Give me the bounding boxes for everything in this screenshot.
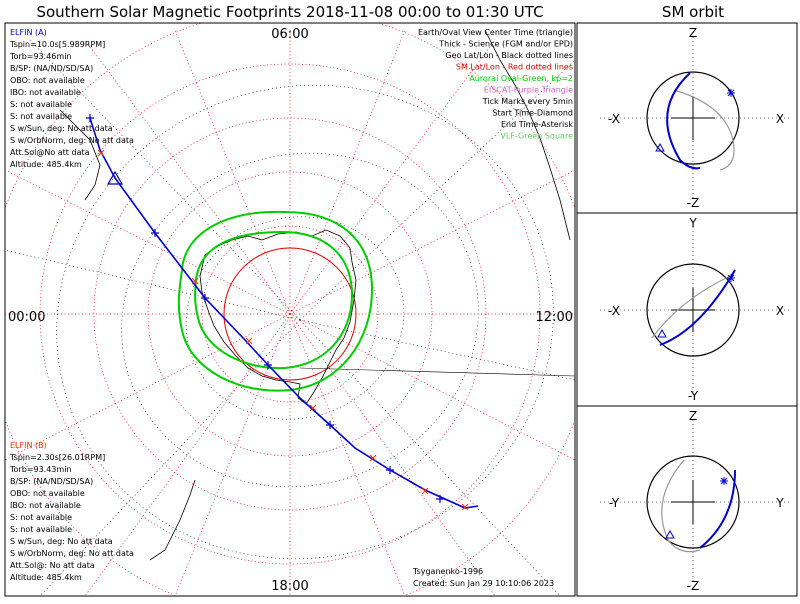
orbit-axis-label: Z xyxy=(689,409,697,423)
legend-entry: Earth/Oval View Center Time (triangle) xyxy=(418,28,573,37)
info-line: Att.Sol@: No att data xyxy=(10,561,95,570)
orbit-blue-track xyxy=(699,469,736,549)
orbit-gray-track xyxy=(673,89,735,171)
orbit-blue-track xyxy=(659,269,736,346)
start-triangle xyxy=(106,170,124,185)
info-line: Altitude: 485.4km xyxy=(10,160,82,169)
orbit-panel: Z -Z -X X xyxy=(576,22,798,214)
legend-entry: Start Time-Diamond xyxy=(492,109,573,118)
legend-entry: Geo Lat/Lon - Black dotted lines xyxy=(445,51,573,60)
orbit-end-asterisk xyxy=(727,89,735,97)
elfin-tick-marks xyxy=(86,114,444,503)
orbit-axis-label: -Z xyxy=(687,579,700,593)
info-line: S w/Sun, deg: No att data xyxy=(10,537,113,546)
orbit-start-triangle xyxy=(665,529,675,539)
orbit-panel: Y -Y -X X xyxy=(576,212,798,407)
legend-entry: Thick - Science (FGM and/or EPD) xyxy=(438,40,573,49)
sm-grid xyxy=(5,23,575,596)
orbit-blue-track xyxy=(666,72,701,170)
info-line: Altitude: 485.4km xyxy=(10,573,82,582)
info-line: S: not available xyxy=(10,525,72,534)
info-line: S w/Sun, deg: No att data xyxy=(10,124,113,133)
orbit-axis-label: Y xyxy=(775,496,784,510)
orbit-axis-label: -Y xyxy=(688,389,699,403)
info-line: Att.Sol@No att data xyxy=(10,148,90,157)
info-line: S w/OrbNorm, deg: No att data xyxy=(10,549,134,558)
info-line: Tspin=2.30s[26.01RPM] xyxy=(9,453,105,462)
red-tick-marks xyxy=(97,149,469,511)
info-line: Torb=93.43min xyxy=(9,465,71,474)
legend: Earth/Oval View Center Time (triangle) Th… xyxy=(418,28,573,141)
elfin-a-info: ELFIN (A) Tspin=10.0s[5.989RPM] Torb=93.46… xyxy=(9,28,134,169)
polar-map xyxy=(5,23,575,596)
orbit-end-asterisk xyxy=(727,274,735,282)
elfin-b-info: ELFIN (B) Tspin=2.30s[26.01RPM] Torb=93.43… xyxy=(9,441,134,582)
geo-grid xyxy=(5,39,575,596)
legend-entry: End Time-Asterisk xyxy=(501,120,573,129)
info-line: S w/OrbNorm, deg: No att data xyxy=(10,136,134,145)
africa-coast xyxy=(59,109,101,201)
spacecraft-name: ELFIN (B) xyxy=(10,441,47,450)
orbit-axis-label: X xyxy=(776,112,784,126)
clock-label-top: 06:00 xyxy=(271,27,308,42)
clock-label-right: 12:00 xyxy=(536,310,573,325)
orbit-axis-label: -Z xyxy=(687,196,700,210)
info-line: S: not available xyxy=(10,112,72,121)
elfin-track xyxy=(89,117,479,509)
info-line: S: not available xyxy=(10,513,72,522)
legend-entry: Tick Marks every 5min xyxy=(482,97,573,106)
info-line: Tspin=10.0s[5.989RPM] xyxy=(9,40,105,49)
legend-entry: Auroral Oval-Green, kp=2 xyxy=(469,74,573,83)
orbit-gray-track xyxy=(661,459,701,553)
orbit-axis-label: Y xyxy=(688,216,697,230)
legend-entry: SM Lat/Lon - Red dotted lines xyxy=(456,63,573,72)
created-label: Created: Sun Jan 29 10:10:06 2023 xyxy=(413,579,554,588)
orbit-frame xyxy=(576,405,798,597)
terminator-line xyxy=(299,367,575,377)
australia-coast xyxy=(149,479,196,561)
info-line: OBO: not available xyxy=(10,76,85,85)
info-line: OBO: not available xyxy=(10,489,85,498)
orbit-panels: Z -Z -X X Y -Y -X X Z -Z -Y Y xyxy=(576,22,798,597)
orbit-axis-label: -X xyxy=(608,304,620,318)
info-line: B/SP: (NA/ND/SD/SA) xyxy=(10,477,93,486)
orbit-start-triangle xyxy=(657,328,667,338)
orbit-axis-label: X xyxy=(776,304,784,318)
info-line: IBO: not available xyxy=(10,88,81,97)
earth-circle xyxy=(646,71,740,165)
map-frame xyxy=(4,22,576,597)
orbit-axis-label: Z xyxy=(689,26,697,40)
earth-circle xyxy=(646,263,740,357)
spacecraft-name: ELFIN (A) xyxy=(10,28,47,37)
clock-label-bottom: 18:00 xyxy=(271,579,308,594)
orbit-axis-label: -Y xyxy=(609,496,620,510)
info-line: Torb=93.46min xyxy=(9,52,71,61)
orbit-panel: Z -Z -Y Y xyxy=(576,405,798,597)
info-line: IBO: not available xyxy=(10,501,81,510)
legend-entry: VLF-Green Square xyxy=(500,132,573,141)
model-label: Tsyganenko-1996 xyxy=(412,567,483,576)
orbit-title: SM orbit xyxy=(662,3,724,21)
sm-lat-circle xyxy=(223,247,357,381)
info-line: B/SP: (NA/ND/SD/SA) xyxy=(10,64,93,73)
page-title: Southern Solar Magnetic Footprints 2018-… xyxy=(36,3,543,21)
info-line: S: not available xyxy=(10,100,72,109)
clock-label-left: 00:00 xyxy=(8,310,45,325)
orbit-gray-track xyxy=(651,275,731,339)
legend-entry: EISCAT-Purple Triangle xyxy=(484,86,573,95)
auroral-oval xyxy=(177,210,374,392)
orbit-axis-label: -X xyxy=(608,112,620,126)
orbit-start-triangle xyxy=(655,142,665,152)
orbit-end-asterisk xyxy=(720,477,728,485)
south-america-coast xyxy=(484,29,571,241)
earth-circle xyxy=(646,455,740,549)
